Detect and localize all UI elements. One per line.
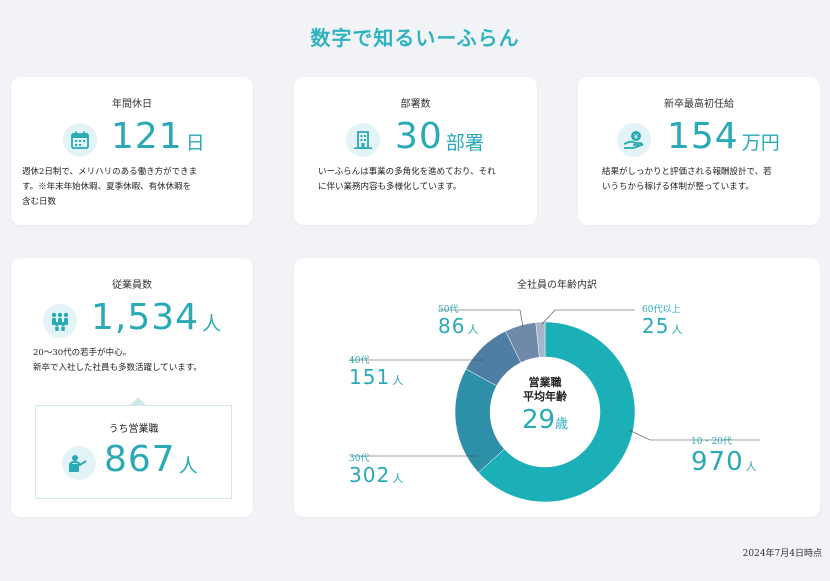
salary-unit: 万円 (741, 132, 780, 154)
sales-staff-value: 867 (104, 439, 176, 480)
age-cat-50s: 50代 (438, 305, 459, 315)
departments-description: いーふらんは事業の多角化を進めており、それ に伴い業務内容も多様化しています。 (318, 167, 496, 192)
employees-description: 20〜30代の若手が中心。 新卒で入社した社員も多数活躍しています。 (33, 348, 202, 373)
sales-staff-unit: 人 (178, 455, 198, 477)
age-val-30s: 302 (349, 463, 391, 487)
avg-age-unit: 歳 (555, 417, 569, 432)
departments-value: 30 (395, 116, 443, 157)
avg-age-center: 営業職 平均年齢 29歳 (505, 376, 585, 435)
age-cat-60s: 60代以上 (642, 305, 681, 315)
employees-stat: 1,534 人 (91, 300, 221, 336)
age-val-60s: 25 (642, 314, 670, 338)
avg-age-line1: 営業職 (528, 376, 562, 389)
sales-staff-stat: 867 人 (104, 442, 198, 478)
departments-label: 部署数 (400, 99, 431, 110)
departments-unit: 部署 (445, 132, 484, 154)
holidays-stat: 121 日 (111, 119, 205, 155)
age-label-50s: 50代 86 人 (438, 302, 478, 337)
avg-age-line2: 平均年齢 (523, 390, 567, 403)
subbox-pointer (130, 397, 146, 405)
salary-stat: 154 万円 (667, 119, 780, 155)
age-unit-30s: 人 (392, 472, 404, 485)
salary-description: 結果がしっかりと評価される報酬設計で、若 いうちから稼げる体制が整っています。 (602, 167, 772, 192)
holidays-card: 年間休日 121 日 週休2日制で、メリハリのある働き方ができま す。※年末年始… (11, 77, 253, 225)
building-icon (346, 123, 380, 157)
age-unit-40s: 人 (392, 374, 404, 387)
calendar-icon (63, 123, 97, 157)
svg-text:¥: ¥ (634, 133, 639, 141)
money-hand-icon: ¥ (617, 123, 651, 157)
holidays-label: 年間休日 (112, 99, 152, 110)
holidays-description: 週休2日制で、メリハリのある働き方ができま す。※年末年始休暇、夏季休暇、有休休… (22, 167, 198, 207)
avg-age-value: 29 (521, 405, 556, 435)
age-unit-50s: 人 (467, 323, 479, 336)
as-of-date: 2024年7月4日時点 (742, 549, 822, 559)
departments-stat: 30 部署 (395, 119, 484, 155)
age-cat-30s: 30代 (349, 454, 370, 464)
age-cat-10-20s: 10・20代 (691, 437, 732, 447)
presenter-icon (62, 446, 96, 480)
age-label-40s: 40代 151 人 (349, 353, 403, 388)
age-label-10-20s: 10・20代 970 人 (691, 434, 757, 477)
people-group-icon (43, 304, 77, 338)
salary-label: 新卒最高初任給 (664, 99, 734, 110)
age-label-30s: 30代 302 人 (349, 451, 403, 486)
salary-value: 154 (667, 116, 739, 157)
employees-unit: 人 (202, 313, 222, 335)
sales-staff-label: うち営業職 (108, 424, 159, 435)
page-title: 数字で知るいーふらん (310, 26, 520, 50)
age-label-60s: 60代以上 25 人 (642, 302, 682, 337)
age-unit-10-20s: 人 (745, 460, 757, 473)
holidays-value: 121 (111, 116, 183, 157)
departments-card: 部署数 30 部署 いーふらんは事業の多角化を進めており、それ に伴い業務内容も… (294, 77, 537, 225)
holidays-unit: 日 (185, 132, 205, 154)
salary-card: 新卒最高初任給 ¥ 154 万円 結果がしっかりと評価される報酬設計で、若 いう… (578, 77, 820, 225)
age-cat-40s: 40代 (349, 356, 370, 366)
age-val-50s: 86 (438, 314, 466, 338)
sales-staff-box: うち営業職 867 人 (35, 405, 232, 499)
age-chart-title: 全社員の年齢内訳 (517, 280, 597, 291)
age-val-10-20s: 970 (691, 447, 744, 477)
age-unit-60s: 人 (671, 323, 683, 336)
employees-value: 1,534 (91, 297, 200, 338)
employees-label: 従業員数 (112, 280, 152, 291)
age-val-40s: 151 (349, 365, 391, 389)
